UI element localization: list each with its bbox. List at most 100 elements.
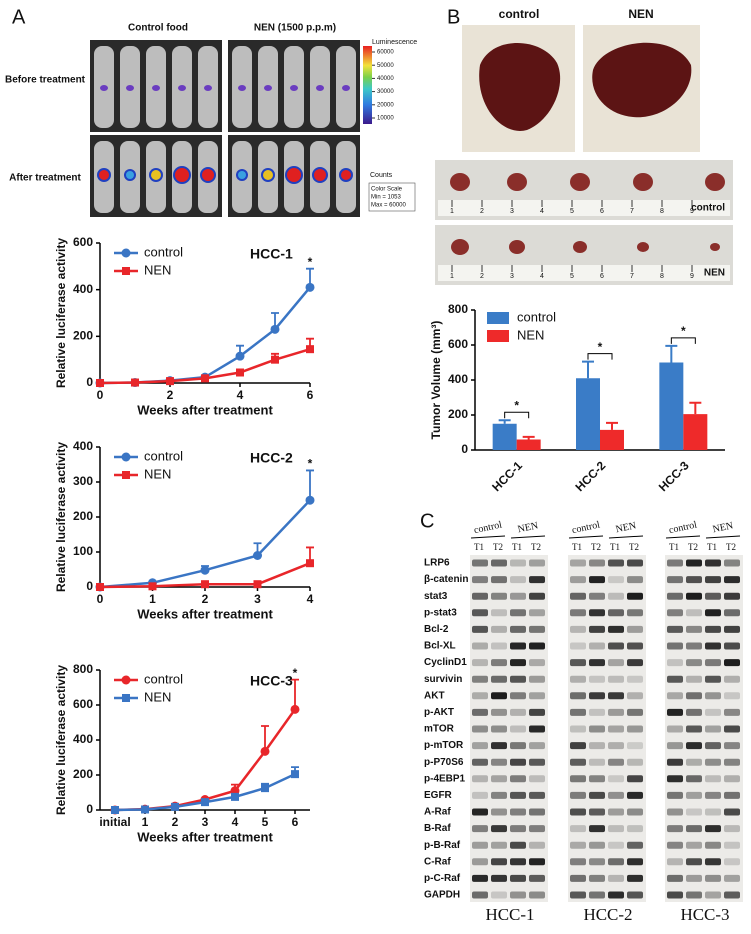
band xyxy=(491,874,507,882)
signal xyxy=(316,85,324,91)
band xyxy=(608,675,624,683)
band xyxy=(472,808,488,816)
protein-label: B-Raf xyxy=(424,823,451,834)
marker xyxy=(261,784,269,793)
band xyxy=(472,725,488,733)
band xyxy=(724,775,740,783)
y-tick-label: 400 xyxy=(73,439,93,453)
ruler-label: 6 xyxy=(600,273,604,280)
marker xyxy=(200,565,210,575)
scale-tick-label: 10000 xyxy=(377,116,394,122)
column-header: NEN xyxy=(628,7,653,21)
band xyxy=(491,725,507,733)
signal xyxy=(287,168,301,182)
y-tick-label: 400 xyxy=(73,732,93,746)
band xyxy=(589,775,605,783)
ruler-label: 7 xyxy=(630,208,634,215)
legend-label: NEN xyxy=(144,262,171,277)
band xyxy=(667,592,683,600)
cell-line-label: HCC-2 xyxy=(583,905,632,924)
band xyxy=(667,642,683,650)
y-axis-label: Relative luciferase activity xyxy=(54,442,68,592)
band xyxy=(570,675,586,683)
band xyxy=(589,625,605,633)
bar xyxy=(492,423,517,450)
marker xyxy=(290,704,300,714)
lane-label: T2 xyxy=(531,542,541,552)
condition-label: NEN xyxy=(517,520,539,535)
band xyxy=(686,841,702,849)
x-tick-label: 3 xyxy=(254,592,261,606)
band xyxy=(589,725,605,733)
band xyxy=(705,592,721,600)
band xyxy=(589,858,605,866)
band xyxy=(686,808,702,816)
row-header: Before treatment xyxy=(5,75,86,86)
marker xyxy=(141,805,149,814)
band xyxy=(589,692,605,700)
band xyxy=(529,858,545,866)
y-axis-label: Relative luciferase activity xyxy=(54,665,68,815)
band xyxy=(608,708,624,716)
band xyxy=(686,874,702,882)
band xyxy=(627,576,643,584)
marker xyxy=(305,282,315,292)
band xyxy=(724,758,740,766)
band xyxy=(608,874,624,882)
protein-label: Bcl-XL xyxy=(424,641,456,652)
legend-label: NEN xyxy=(144,689,171,704)
color-bar xyxy=(363,46,372,124)
band xyxy=(686,592,702,600)
x-tick-label: 4 xyxy=(307,592,314,606)
ruler-label: 8 xyxy=(660,208,664,215)
band xyxy=(627,742,643,750)
tumor xyxy=(451,239,469,255)
band xyxy=(589,841,605,849)
band xyxy=(529,642,545,650)
band xyxy=(667,576,683,584)
tumor xyxy=(710,243,720,251)
band xyxy=(667,874,683,882)
band xyxy=(686,675,702,683)
band xyxy=(510,891,526,899)
x-tick-label: 6 xyxy=(307,388,314,402)
ruler-label: 5 xyxy=(570,273,574,280)
signal xyxy=(264,85,272,91)
scale-tick-label: 30000 xyxy=(377,89,394,95)
band xyxy=(510,625,526,633)
ruler-label: 9 xyxy=(690,208,694,215)
band xyxy=(570,758,586,766)
tumor xyxy=(633,173,653,191)
x-axis-label: Weeks after treatment xyxy=(137,606,273,621)
band xyxy=(724,576,740,584)
band xyxy=(667,791,683,799)
band xyxy=(491,758,507,766)
protein-label: A-Raf xyxy=(424,807,451,818)
band xyxy=(705,576,721,584)
band xyxy=(529,592,545,600)
lane-label: T2 xyxy=(591,542,601,552)
band xyxy=(686,791,702,799)
band xyxy=(472,692,488,700)
band xyxy=(686,708,702,716)
band xyxy=(724,725,740,733)
band xyxy=(510,559,526,567)
band xyxy=(724,742,740,750)
band xyxy=(529,825,545,833)
band xyxy=(667,758,683,766)
scale-tick-label: 40000 xyxy=(377,76,394,82)
band xyxy=(510,576,526,584)
x-tick-label: 0 xyxy=(97,592,104,606)
annotation: * xyxy=(308,255,313,269)
lane-label: T1 xyxy=(669,542,679,552)
lane-label: T2 xyxy=(629,542,639,552)
band xyxy=(724,675,740,683)
tumor xyxy=(573,241,587,253)
marker xyxy=(236,368,244,377)
marker xyxy=(131,378,139,387)
band xyxy=(667,858,683,866)
band xyxy=(510,708,526,716)
band xyxy=(608,775,624,783)
band xyxy=(705,642,721,650)
band xyxy=(667,825,683,833)
